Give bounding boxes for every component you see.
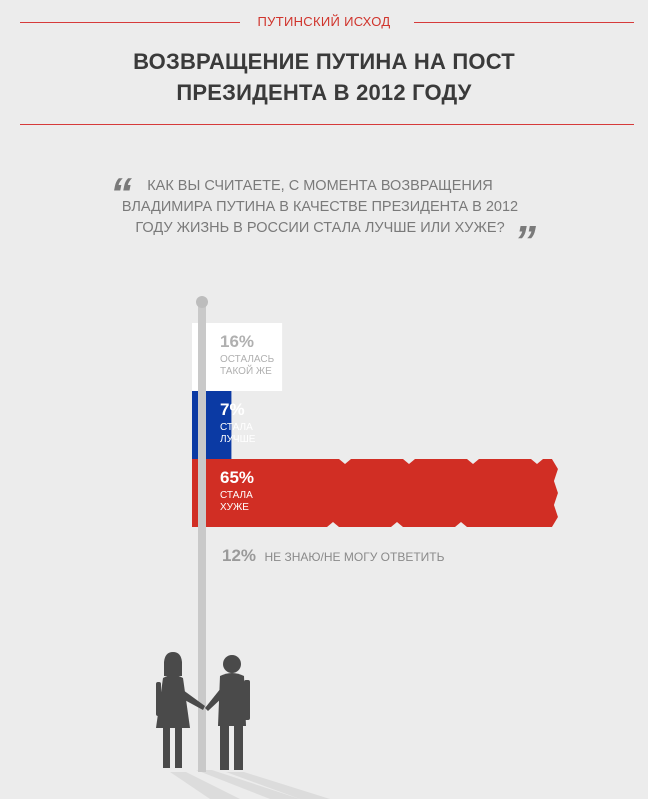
bar-percent-label: 16% [220,332,254,351]
bar-category-label: СТАЛА [220,490,253,501]
note-percent: 12% [222,546,256,565]
bars [192,323,558,527]
bar-percent-label: 65% [220,468,254,487]
question-text: КАК ВЫ СЧИТАЕТЕ, С МОМЕНТА ВОЗВРАЩЕНИЯ В… [100,176,540,239]
bar-worse [192,459,558,527]
bar-percent-label: 7% [220,400,245,419]
bar-category-label: СТАЛА [220,422,253,433]
bar-same [192,323,283,391]
kicker-rule-right [414,22,634,23]
quote-mark-icon: “ [110,169,132,218]
title-rule [20,124,634,125]
kicker-row: ПУТИНСКИЙ ИСХОД [0,14,648,32]
note-text: НЕ ЗНАЮ/НЕ МОГУ ОТВЕТИТЬ [264,550,444,564]
kicker: ПУТИНСКИЙ ИСХОД [257,14,391,29]
couple-silhouette-icon [156,652,250,770]
quote-mark-icon: ” [514,217,536,266]
bar-category-label: ЛУЧШЕ [220,434,256,445]
note-label: 12% НЕ ЗНАЮ/НЕ МОГУ ОТВЕТИТЬ [222,546,445,565]
question-line-3: ГОДУ ЖИЗНЬ В РОССИИ СТАЛА ЛУЧШЕ ИЛИ ХУЖЕ… [135,220,505,236]
survey-question: “ КАК ВЫ СЧИТАЕТЕ, С МОМЕНТА ВОЗВРАЩЕНИЯ… [100,169,550,264]
question-line-2: ВЛАДИМИРА ПУТИНА В КАЧЕСТВЕ ПРЕЗИДЕНТА В… [121,199,519,215]
page-title-line-2: ПРЕЗИДЕНТА В 2012 ГОДУ [176,80,472,105]
ground-shadow [170,770,330,799]
bar-category-label: ХУЖЕ [220,502,249,513]
page-title-line-1: ВОЗВРАЩЕНИЕ ПУТИНА НА ПОСТ [133,49,515,74]
kicker-rule-left [20,22,240,23]
bar-category-label: ОСТАЛАСЬ [220,354,275,365]
page-title: ВОЗВРАЩЕНИЕ ПУТИНА НА ПОСТ ПРЕЗИДЕНТА В … [0,46,648,108]
question-line-1: КАК ВЫ СЧИТАЕТЕ, С МОМЕНТА ВОЗВРАЩЕНИЯ [147,178,493,194]
bar-category-label: ТАКОЙ ЖЕ [220,364,272,377]
flagpole-icon [196,296,208,772]
